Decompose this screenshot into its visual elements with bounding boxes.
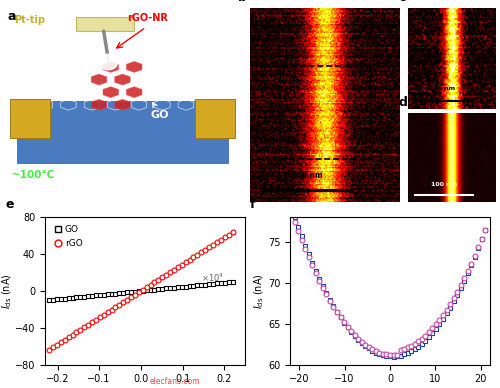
Polygon shape — [115, 99, 130, 110]
Polygon shape — [115, 74, 130, 85]
Polygon shape — [92, 99, 106, 110]
Polygon shape — [17, 101, 228, 163]
Text: c: c — [399, 0, 406, 4]
Text: GO: GO — [150, 103, 169, 120]
Text: d: d — [399, 96, 407, 109]
Bar — [196, 99, 235, 138]
Polygon shape — [103, 87, 118, 97]
Circle shape — [99, 54, 118, 70]
Text: rGO-NR: rGO-NR — [127, 13, 168, 23]
Text: ~100°C: ~100°C — [12, 170, 56, 180]
Text: elecfans.com: elecfans.com — [150, 377, 200, 386]
Text: $\times10^4$: $\times10^4$ — [201, 272, 224, 284]
Bar — [280, 66, 370, 159]
Y-axis label: $I_{\mathrm{ds}}$ (nA): $I_{\mathrm{ds}}$ (nA) — [253, 273, 266, 309]
Bar — [76, 17, 134, 31]
Polygon shape — [126, 61, 142, 72]
Text: a: a — [8, 10, 16, 23]
Text: 100 nm: 100 nm — [430, 87, 456, 92]
Text: f: f — [250, 198, 256, 211]
Polygon shape — [126, 87, 142, 97]
Text: Pt-tip: Pt-tip — [14, 15, 46, 25]
Text: 200 nm: 200 nm — [291, 171, 323, 180]
Text: e: e — [5, 198, 14, 211]
Text: 100 nm: 100 nm — [431, 182, 458, 187]
Legend: GO, rGO: GO, rGO — [50, 222, 86, 251]
Polygon shape — [92, 74, 106, 85]
Polygon shape — [103, 61, 118, 72]
Y-axis label: $I_{\mathrm{ds}}$ (nA): $I_{\mathrm{ds}}$ (nA) — [0, 273, 14, 309]
Text: b: b — [238, 0, 247, 4]
Bar — [10, 99, 50, 138]
